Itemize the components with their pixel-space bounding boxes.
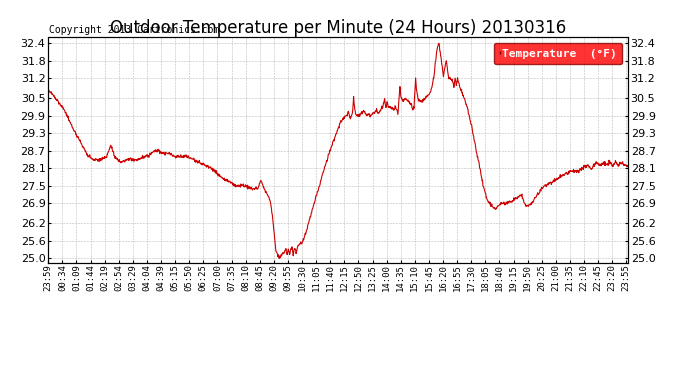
Text: Copyright 2013 Cartronics.com: Copyright 2013 Cartronics.com [49,25,219,35]
Legend: Temperature  (°F): Temperature (°F) [494,43,622,64]
Title: Outdoor Temperature per Minute (24 Hours) 20130316: Outdoor Temperature per Minute (24 Hours… [110,20,566,38]
